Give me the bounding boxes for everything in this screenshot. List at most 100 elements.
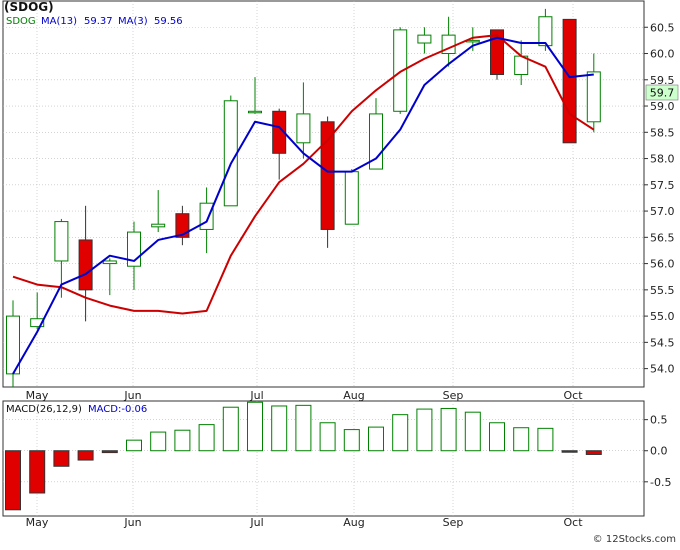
- ma3-legend-label: MA(3): [118, 16, 148, 27]
- candle-body-up: [344, 171, 359, 225]
- candle: [514, 40, 529, 86]
- price-tick-label: 60.0: [650, 48, 675, 61]
- month-label: Aug: [343, 516, 364, 529]
- price-tick-label: 58.5: [650, 126, 675, 139]
- macd-bar-negative: [29, 450, 46, 494]
- candle: [151, 190, 166, 233]
- macd-panel-frame: [2, 400, 645, 517]
- candle-body-up: [30, 318, 45, 328]
- month-label: Jun: [123, 389, 141, 402]
- candle-body-up: [538, 16, 553, 47]
- ma13-legend-label: MA(13): [41, 16, 77, 27]
- macd-bar-negative: [53, 450, 70, 467]
- macd-bar-negative: [585, 450, 602, 455]
- macd-tick-label: -0.5: [650, 476, 671, 489]
- macd-legend-label: MACD(26,12,9): [6, 404, 82, 415]
- price-tick-label: 55.5: [650, 284, 675, 297]
- candle: [562, 18, 577, 144]
- candle-body-up: [54, 221, 69, 262]
- watermark: © 12Stocks.com: [593, 534, 676, 545]
- last-price-box: [645, 84, 679, 101]
- macd-tick-label: 0.5: [650, 414, 668, 427]
- macd-bars-layer: [5, 401, 602, 511]
- candles-layer: [6, 8, 601, 387]
- macd-bar-positive: [271, 405, 288, 452]
- grid-layer: [3, 1, 644, 516]
- month-label: May: [26, 516, 49, 529]
- moving-averages-layer: [12, 34, 595, 375]
- candle: [320, 116, 335, 248]
- last-price-label: 59.7: [650, 87, 675, 100]
- candle: [78, 205, 93, 322]
- macd-bar-positive: [537, 427, 554, 452]
- ma13-line: [12, 36, 594, 375]
- macd-bar-positive: [343, 429, 360, 452]
- symbol-title: (SDOG): [4, 0, 54, 14]
- candle-body-down: [272, 110, 287, 154]
- candle: [344, 169, 359, 225]
- candle: [248, 77, 262, 114]
- candle-body-down: [78, 239, 93, 291]
- month-label: Sep: [443, 389, 464, 402]
- candle: [6, 300, 20, 387]
- ma3-line: [12, 34, 595, 315]
- macd-bar-positive: [222, 406, 239, 452]
- ma3-legend-value: 59.56: [154, 16, 183, 27]
- price-tick-label: 56.5: [650, 231, 675, 244]
- month-label: Jul: [249, 389, 263, 402]
- candle-body-up: [296, 113, 311, 144]
- candle: [586, 53, 601, 133]
- candle: [223, 95, 238, 207]
- macd-bar-positive: [247, 401, 263, 452]
- price-tick-label: 57.0: [650, 205, 675, 218]
- macd-bar-positive: [489, 422, 505, 452]
- month-label: Jul: [249, 516, 263, 529]
- price-tick-label: 54.5: [650, 336, 675, 349]
- candle: [175, 205, 190, 246]
- macd-bar-positive: [440, 407, 457, 452]
- macd-bar-negative: [77, 450, 94, 461]
- macd-bar-positive: [295, 404, 312, 452]
- month-label: Oct: [563, 389, 583, 402]
- candle-body-up: [102, 260, 117, 265]
- candle-body-down: [175, 213, 190, 238]
- macd-bar-positive: [513, 427, 530, 452]
- macd-bar-positive: [198, 424, 215, 452]
- candle: [30, 292, 45, 330]
- last-price-marker: 59.7: [645, 84, 679, 101]
- candle: [296, 82, 311, 159]
- candle-body-down: [562, 18, 577, 144]
- price-tick-label: 56.0: [650, 258, 675, 271]
- price-tick-label: 58.0: [650, 153, 675, 166]
- macd-bar-positive: [392, 414, 409, 452]
- month-label: Oct: [563, 516, 583, 529]
- candle-body-up: [151, 223, 166, 228]
- candle-body-up: [199, 202, 214, 230]
- candle: [272, 108, 287, 180]
- macd-legend-value: MACD:-0.06: [88, 404, 147, 415]
- price-panel-frame: [2, 0, 645, 388]
- candle: [441, 16, 456, 67]
- candle-body-down: [320, 121, 335, 230]
- macd-bar-negative: [5, 450, 21, 511]
- macd-bar-positive: [126, 439, 142, 452]
- macd-bar-negative: [561, 450, 578, 453]
- price-tick-label: 59.5: [650, 74, 675, 87]
- price-tick-label: 55.0: [650, 310, 675, 323]
- candle-body-up: [417, 34, 432, 44]
- macd-bar-positive: [368, 426, 384, 452]
- price-tick-label: 57.5: [650, 179, 675, 192]
- macd-tick-label: 0.0: [650, 445, 668, 458]
- month-label: May: [26, 389, 49, 402]
- macd-bar-positive: [319, 422, 336, 452]
- candle-body-up: [223, 100, 238, 207]
- candle: [102, 258, 117, 296]
- month-label: Jun: [123, 516, 141, 529]
- candle-body-up: [393, 29, 408, 112]
- candle-body-down: [490, 29, 504, 76]
- price-tick-label: 60.5: [650, 21, 675, 34]
- price-tick-label: 54.0: [650, 363, 675, 376]
- month-label: Sep: [443, 516, 464, 529]
